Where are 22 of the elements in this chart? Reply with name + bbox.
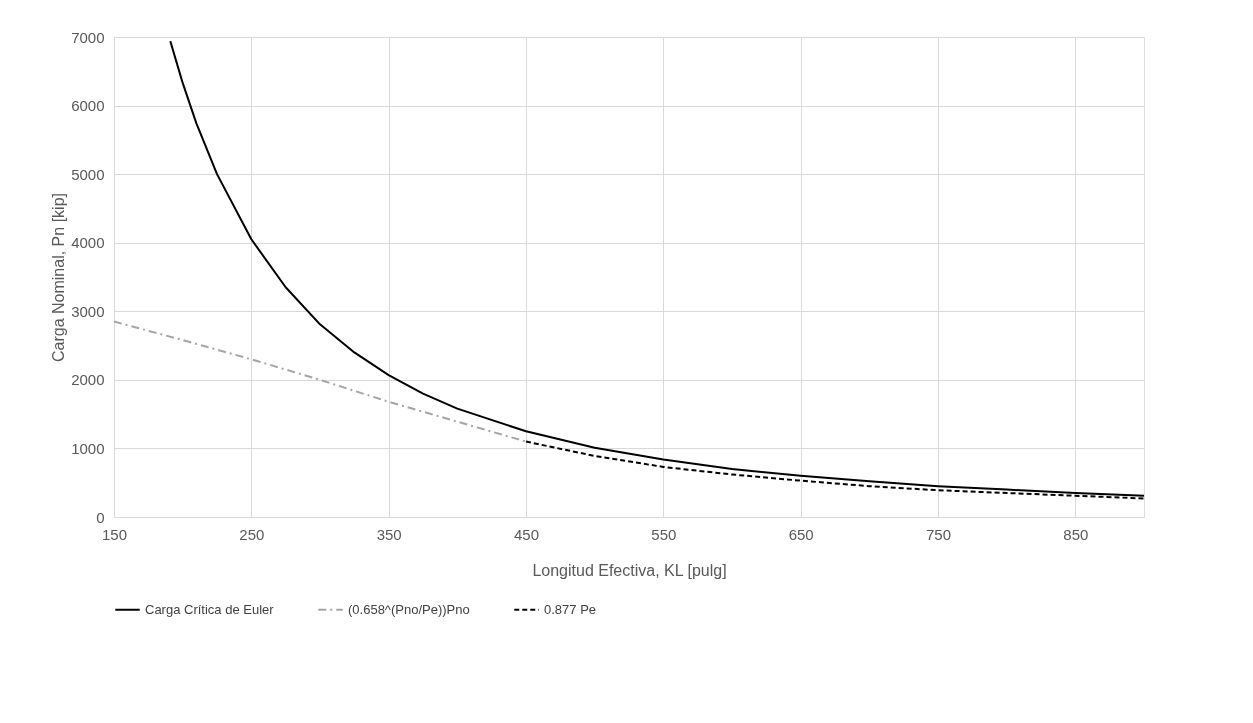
- x-axis-title: Longitud Efectiva, KL [pulg]: [532, 561, 727, 579]
- y-axis-title: Carga Nominal, Pn [kip]: [50, 193, 68, 362]
- legend-label: Carga Crítica de Euler: [145, 601, 275, 617]
- x-tick-label: 250: [239, 525, 265, 543]
- legend-label: 0.877 Pe: [544, 601, 597, 617]
- y-tick-label: 6000: [71, 97, 105, 115]
- y-tick-label: 1000: [71, 439, 105, 457]
- x-tick-label: 450: [513, 525, 540, 543]
- y-tick-label: 2000: [71, 371, 105, 389]
- x-tick-label: 350: [376, 525, 402, 543]
- x-tick-label: 150: [101, 525, 128, 543]
- x-tick-label: 650: [788, 525, 814, 543]
- y-tick-label: 3000: [71, 302, 105, 320]
- y-tick-label: 4000: [71, 234, 105, 252]
- y-tick-label: 0: [96, 508, 105, 526]
- line-series: [113, 320, 527, 443]
- legend-label: (0.658^(Pno/Pe))Pno: [348, 601, 470, 617]
- x-tick-label: 850: [1063, 525, 1089, 543]
- x-tick-label: 750: [925, 525, 952, 543]
- x-tick-label: 550: [651, 525, 677, 543]
- y-tick-label: 7000: [71, 28, 105, 46]
- y-tick-label: 5000: [71, 165, 105, 183]
